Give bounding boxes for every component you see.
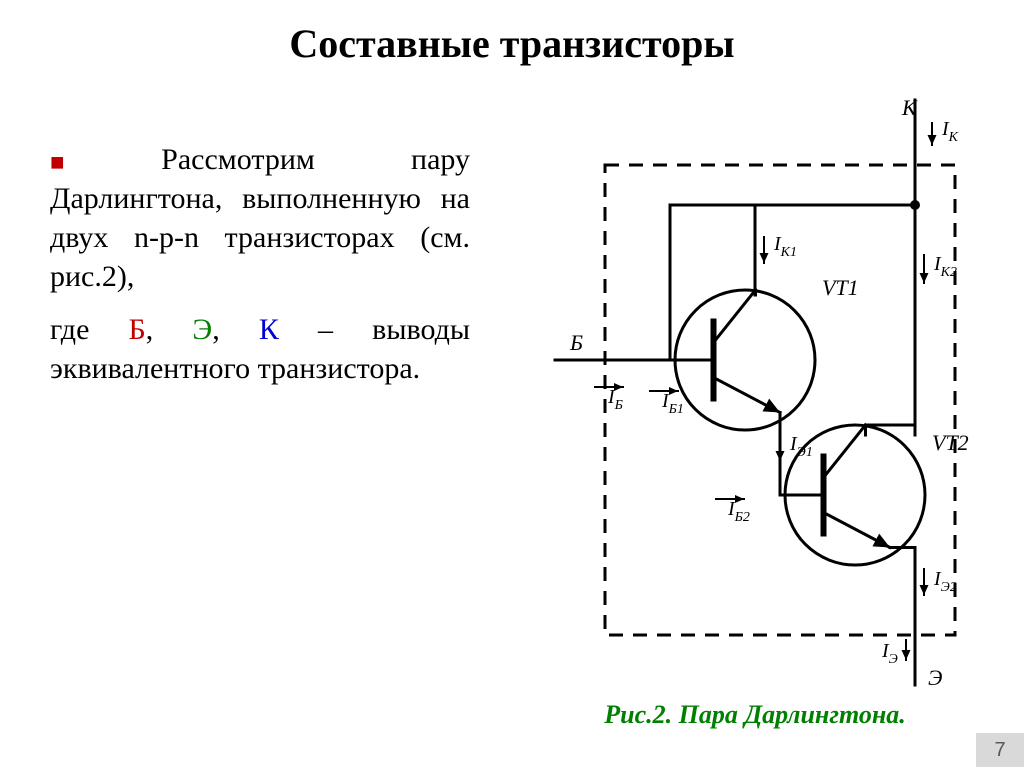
svg-text:IБ1: IБ1 [661, 390, 684, 417]
svg-text:IЭ2: IЭ2 [933, 568, 957, 595]
darlington-diagram: КIКIК1IК2VT1БIБIБ1IЭ1IБ2VT2IЭ2IЭЭ [510, 95, 1000, 655]
svg-text:К: К [901, 95, 918, 120]
paragraph-2: где Б, Э, К – выводы эквивалентного тран… [50, 310, 470, 388]
svg-text:IЭ1: IЭ1 [789, 433, 813, 460]
svg-text:IК2: IК2 [933, 253, 957, 280]
body-text: ■Рассмотрим пару Дарлингтона, выполненну… [50, 140, 470, 402]
svg-text:VT2: VT2 [932, 430, 969, 455]
page-number: 7 [976, 733, 1024, 767]
slide-title: Составные транзисторы [0, 20, 1024, 67]
svg-text:IЭ: IЭ [881, 640, 898, 667]
svg-text:IБ2: IБ2 [727, 498, 750, 525]
label-k: К [259, 313, 279, 346]
svg-text:IК: IК [941, 118, 959, 145]
figure-caption: Рис.2. Пара Дарлингтона. [510, 700, 1000, 730]
diagram-svg: КIКIК1IК2VT1БIБIБ1IЭ1IБ2VT2IЭ2IЭЭ [510, 95, 1000, 695]
svg-text:IК1: IК1 [773, 233, 797, 260]
label-b: Б [129, 313, 146, 346]
slide: Составные транзисторы ■Рассмотрим пару Д… [0, 0, 1024, 767]
svg-text:VT1: VT1 [822, 275, 859, 300]
bullet-icon: ■ [50, 149, 153, 176]
label-e: Э [192, 313, 212, 346]
svg-text:Э: Э [928, 665, 942, 690]
svg-text:Б: Б [569, 330, 583, 355]
paragraph-1: ■Рассмотрим пару Дарлингтона, выполненну… [50, 140, 470, 296]
